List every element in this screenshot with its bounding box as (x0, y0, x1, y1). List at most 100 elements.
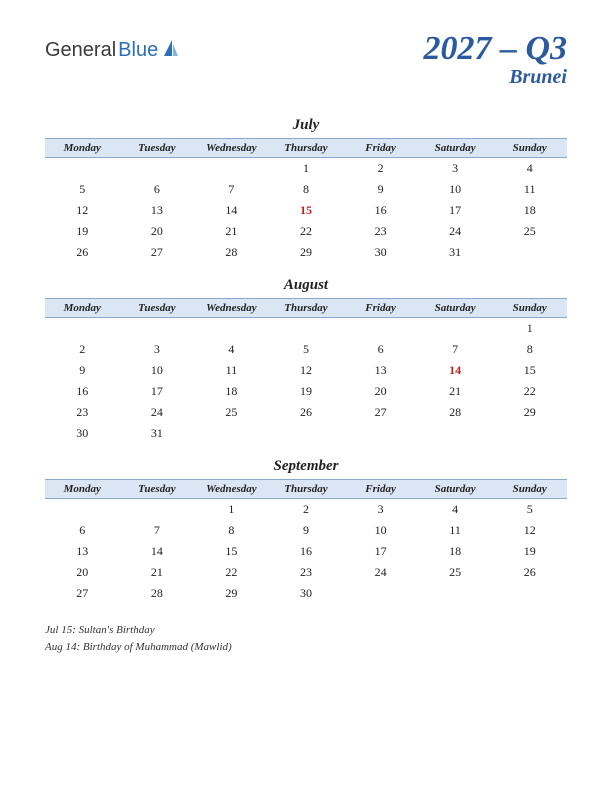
day-cell (492, 423, 567, 444)
day-cell: 7 (120, 520, 195, 541)
day-cell: 25 (418, 562, 493, 583)
day-header-cell: Thursday (269, 480, 344, 498)
day-cell: 10 (418, 179, 493, 200)
day-cell: 12 (45, 200, 120, 221)
day-cell: 22 (269, 221, 344, 242)
logo-text-1: General (45, 39, 116, 62)
day-cell: 4 (492, 158, 567, 179)
day-cell: 5 (492, 499, 567, 520)
holiday-notes: Jul 15: Sultan's BirthdayAug 14: Birthda… (45, 622, 567, 655)
day-cell: 28 (418, 402, 493, 423)
logo-text-2: Blue (118, 39, 158, 62)
day-cell: 13 (343, 360, 418, 381)
day-cell: 17 (418, 200, 493, 221)
calendar-container: JulyMondayTuesdayWednesdayThursdayFriday… (45, 117, 567, 604)
day-cell: 15 (269, 200, 344, 221)
day-cell: 1 (194, 499, 269, 520)
day-cell: 19 (492, 541, 567, 562)
day-cell: 5 (45, 179, 120, 200)
day-cell: 14 (418, 360, 493, 381)
day-header-cell: Tuesday (120, 139, 195, 157)
day-cell: 27 (343, 402, 418, 423)
week-row: 23242526272829 (45, 402, 567, 423)
day-cell: 7 (194, 179, 269, 200)
day-cell: 17 (120, 381, 195, 402)
day-cell: 6 (45, 520, 120, 541)
day-cell: 15 (194, 541, 269, 562)
day-cell: 9 (343, 179, 418, 200)
day-cell: 18 (492, 200, 567, 221)
day-cell: 25 (492, 221, 567, 242)
day-cell: 4 (418, 499, 493, 520)
day-cell: 3 (343, 499, 418, 520)
logo: GeneralBlue (45, 30, 180, 63)
day-cell: 17 (343, 541, 418, 562)
day-cell (194, 318, 269, 339)
day-cell (120, 318, 195, 339)
title-block: 2027 – Q3 Brunei (423, 30, 567, 89)
day-cell (120, 158, 195, 179)
week-row: 19202122232425 (45, 221, 567, 242)
week-row: 20212223242526 (45, 562, 567, 583)
day-cell: 2 (269, 499, 344, 520)
note-line: Aug 14: Birthday of Muhammad (Mawlid) (45, 639, 567, 656)
day-cell: 18 (418, 541, 493, 562)
day-header-row: MondayTuesdayWednesdayThursdayFridaySatu… (45, 298, 567, 318)
title-sub: Brunei (423, 66, 567, 89)
day-cell (343, 423, 418, 444)
day-cell: 21 (120, 562, 195, 583)
day-cell: 3 (418, 158, 493, 179)
day-cell: 29 (269, 242, 344, 263)
day-cell: 18 (194, 381, 269, 402)
day-cell (45, 158, 120, 179)
day-header-cell: Tuesday (120, 299, 195, 317)
day-cell: 24 (120, 402, 195, 423)
day-cell: 29 (194, 583, 269, 604)
day-cell: 16 (269, 541, 344, 562)
week-row: 567891011 (45, 179, 567, 200)
day-cell: 24 (418, 221, 493, 242)
day-cell: 6 (120, 179, 195, 200)
day-header-cell: Saturday (418, 139, 493, 157)
day-cell: 13 (120, 200, 195, 221)
day-cell: 31 (418, 242, 493, 263)
day-cell: 2 (45, 339, 120, 360)
day-cell: 10 (120, 360, 195, 381)
day-cell: 23 (269, 562, 344, 583)
day-header-cell: Friday (343, 480, 418, 498)
month-name: July (45, 117, 567, 134)
day-cell: 31 (120, 423, 195, 444)
day-header-cell: Saturday (418, 299, 493, 317)
day-cell: 22 (492, 381, 567, 402)
day-cell (269, 318, 344, 339)
day-cell: 3 (120, 339, 195, 360)
day-header-cell: Thursday (269, 139, 344, 157)
day-header-cell: Saturday (418, 480, 493, 498)
day-header-cell: Wednesday (194, 299, 269, 317)
day-cell: 23 (45, 402, 120, 423)
day-cell: 30 (45, 423, 120, 444)
day-cell: 23 (343, 221, 418, 242)
day-cell: 8 (492, 339, 567, 360)
day-cell: 1 (269, 158, 344, 179)
day-cell: 21 (418, 381, 493, 402)
week-row: 262728293031 (45, 242, 567, 263)
day-cell: 12 (492, 520, 567, 541)
day-header-cell: Monday (45, 139, 120, 157)
note-line: Jul 15: Sultan's Birthday (45, 622, 567, 639)
day-cell: 16 (343, 200, 418, 221)
day-cell: 24 (343, 562, 418, 583)
day-cell: 4 (194, 339, 269, 360)
day-cell: 30 (269, 583, 344, 604)
month-block: JulyMondayTuesdayWednesdayThursdayFriday… (45, 117, 567, 263)
day-cell: 9 (269, 520, 344, 541)
week-row: 1 (45, 318, 567, 339)
day-header-cell: Thursday (269, 299, 344, 317)
day-cell: 20 (45, 562, 120, 583)
day-cell: 11 (492, 179, 567, 200)
day-header-cell: Sunday (492, 299, 567, 317)
day-cell: 8 (194, 520, 269, 541)
week-row: 2345678 (45, 339, 567, 360)
day-cell (194, 423, 269, 444)
day-cell (120, 499, 195, 520)
